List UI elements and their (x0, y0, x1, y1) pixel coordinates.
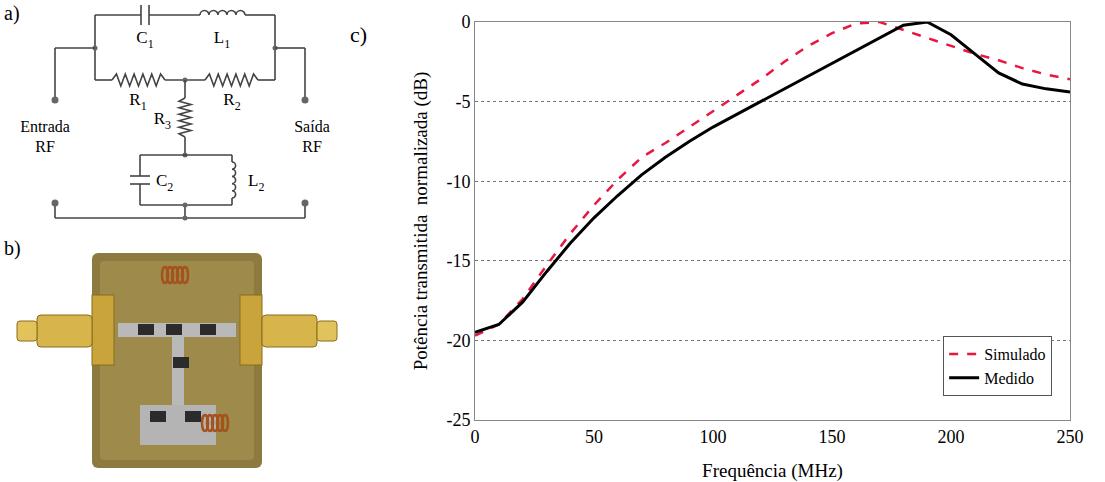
svg-text:L2: L2 (248, 171, 264, 194)
svg-text:RF: RF (302, 138, 322, 155)
svg-text:0: 0 (461, 12, 470, 32)
svg-text:R3: R3 (154, 109, 171, 132)
svg-text:100: 100 (700, 427, 727, 447)
svg-text:200: 200 (938, 427, 965, 447)
svg-text:R2: R2 (223, 90, 240, 113)
svg-text:R1: R1 (129, 90, 146, 113)
svg-text:-10: -10 (446, 172, 470, 192)
svg-text:Potência transmitida normaliz: Potência transmitida normalizada (dB) (410, 72, 432, 371)
svg-text:b): b) (4, 237, 21, 260)
svg-text:Entrada: Entrada (20, 118, 70, 135)
svg-text:50: 50 (585, 427, 603, 447)
svg-text:Simulado: Simulado (984, 346, 1045, 363)
svg-text:Saída: Saída (294, 118, 330, 135)
svg-text:-5: -5 (455, 92, 470, 112)
svg-text:-15: -15 (446, 251, 470, 271)
svg-text:L1: L1 (214, 28, 230, 51)
svg-text:250: 250 (1057, 427, 1084, 447)
svg-text:Medido: Medido (984, 370, 1034, 387)
svg-text:a): a) (4, 2, 20, 25)
svg-text:C1: C1 (136, 28, 153, 51)
svg-text:RF: RF (35, 138, 55, 155)
svg-text:-25: -25 (446, 410, 470, 430)
svg-text:Frequência (MHz): Frequência (MHz) (702, 460, 843, 482)
html-text:c): c) (350, 22, 368, 47)
svg-text:-20: -20 (446, 331, 470, 351)
svg-text:C2: C2 (156, 171, 173, 194)
svg-text:0: 0 (471, 427, 480, 447)
svg-text:150: 150 (819, 427, 846, 447)
